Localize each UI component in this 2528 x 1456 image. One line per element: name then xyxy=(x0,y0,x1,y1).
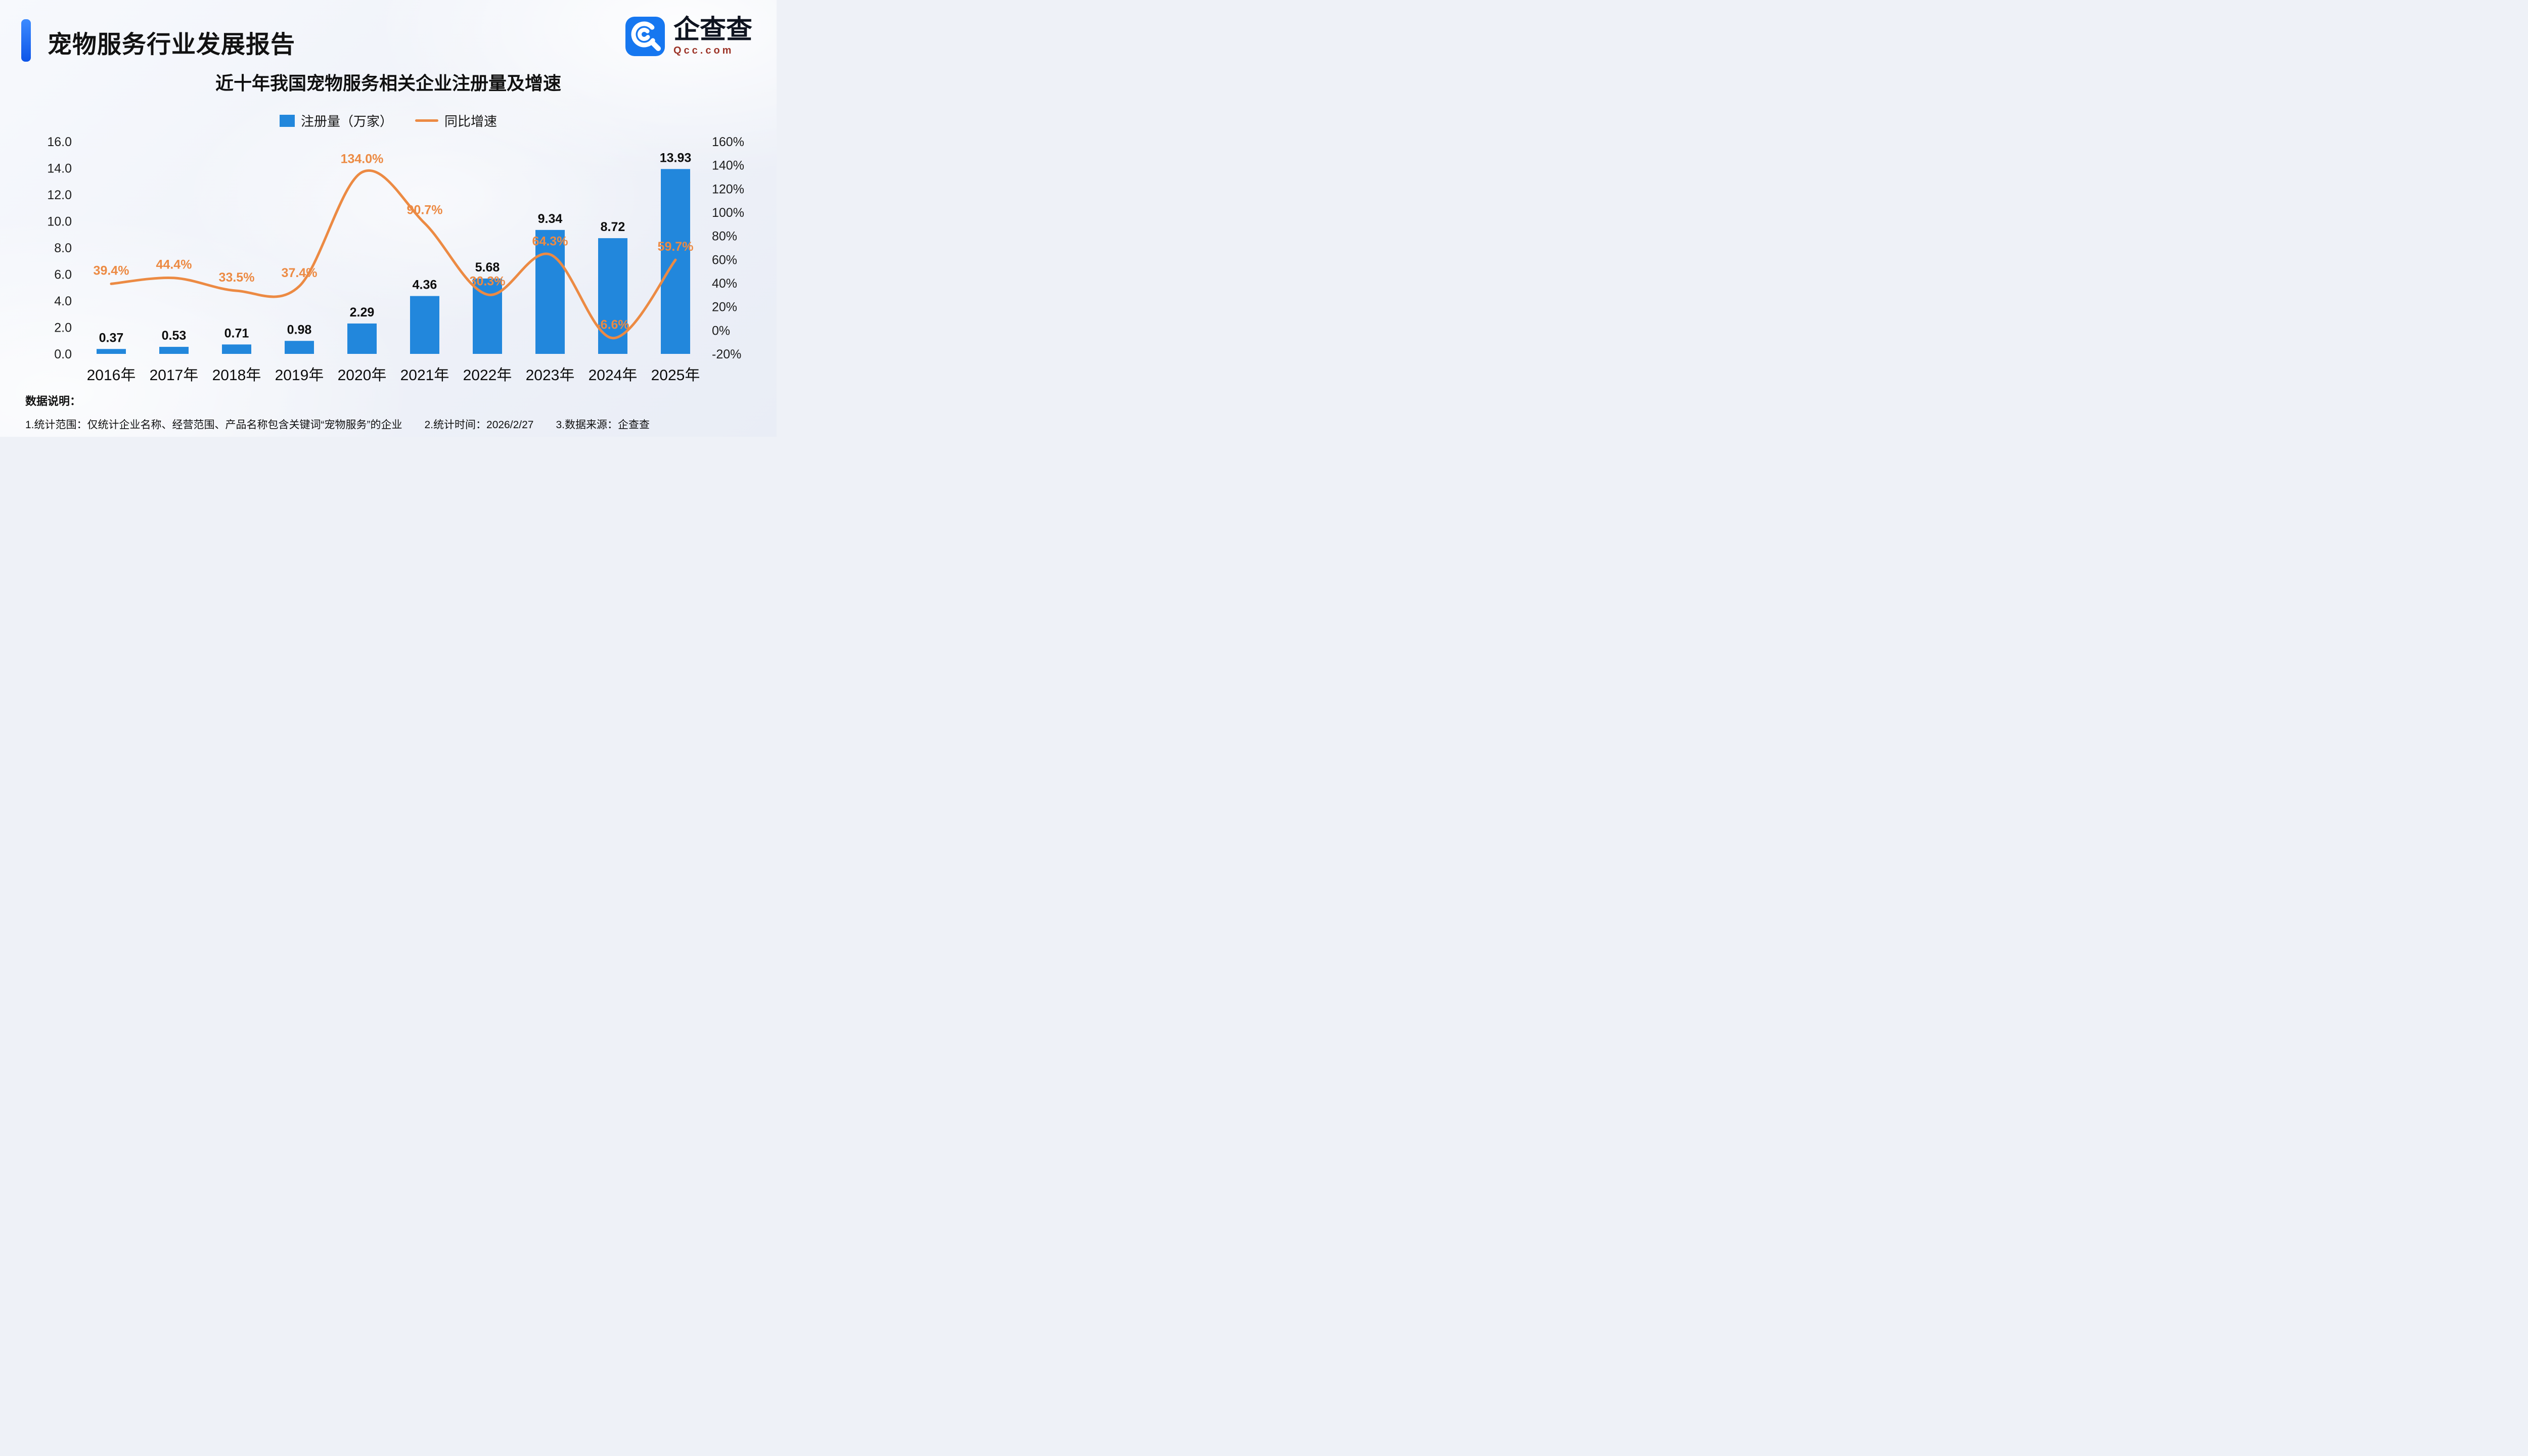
footnote-scope: 1.统计范围：仅统计企业名称、经营范围、产品名称包含关键词“宠物服务”的企业 xyxy=(25,419,402,431)
right-axis-tick: -20% xyxy=(712,347,741,361)
growth-value-label: 134.0% xyxy=(341,152,384,166)
x-axis-label: 2020年 xyxy=(338,367,387,384)
legend-label-registrations: 注册量（万家） xyxy=(300,114,393,129)
growth-value-label: 90.7% xyxy=(407,203,443,217)
x-axis-label: 2023年 xyxy=(526,367,575,384)
footnote-heading: 数据说明： xyxy=(25,395,81,407)
growth-line-path xyxy=(110,169,677,340)
qcc-logo-text: 企查查 Qcc.com xyxy=(673,16,752,57)
left-axis-tick: 0.0 xyxy=(54,347,72,361)
line-series-swatch xyxy=(415,119,438,122)
bar-value-label: 0.37 xyxy=(99,331,124,345)
left-axis-tick: 12.0 xyxy=(47,188,72,202)
qcc-domain: Qcc.com xyxy=(673,44,734,56)
registration-bar xyxy=(473,278,502,354)
bar-value-label: 2.29 xyxy=(350,305,375,320)
x-axis-label: 2021年 xyxy=(400,367,449,384)
registration-bar xyxy=(159,347,189,354)
growth-value-label: 39.4% xyxy=(94,263,129,278)
right-axis-tick: 80% xyxy=(712,230,737,244)
title-accent-bar xyxy=(21,19,31,62)
right-axis-tick: 160% xyxy=(712,135,744,149)
bar-value-label: 4.36 xyxy=(413,278,437,292)
registration-bar xyxy=(97,349,126,354)
bar-value-label: 13.93 xyxy=(660,151,692,165)
registration-bar xyxy=(410,296,439,354)
qcc-brand-name: 企查查 xyxy=(673,15,752,45)
legend-item-registrations: 注册量（万家） xyxy=(279,111,393,130)
legend-item-growth: 同比增速 xyxy=(415,111,497,130)
footnote-source: 3.数据来源：企查查 xyxy=(556,419,650,431)
chart-plot: 16.0 14.0 12.0 10.0 8.0 6.0 4.0 2.0 0.0 160% 140% 1… xyxy=(47,135,744,384)
report-footer: 数据说明： 1.统计范围：仅统计企业名称、经营范围、产品名称包含关键词“宠物服务… xyxy=(25,392,756,432)
registration-bar xyxy=(222,344,251,354)
right-axis-tick: 100% xyxy=(712,206,744,220)
legend-label-growth: 同比增速 xyxy=(444,114,498,129)
report-page: 16.0 14.0 12.0 10.0 8.0 6.0 4.0 2.0 0.0 160% 140% 1… xyxy=(0,0,777,437)
footnote-date: 2.统计时间：2026/2/27 xyxy=(424,419,534,431)
chart-legend: 注册量（万家） 同比增速 xyxy=(0,111,777,130)
bar-value-label: 0.98 xyxy=(287,323,312,337)
x-axis-label: 2022年 xyxy=(463,367,512,384)
right-axis-tick: 40% xyxy=(712,277,737,291)
growth-value-label: 64.3% xyxy=(532,234,568,248)
x-axis-label: 2025年 xyxy=(651,367,700,384)
qcc-logo: 企查查 Qcc.com xyxy=(625,16,752,57)
chart-title: 近十年我国宠物服务相关企业注册量及增速 xyxy=(215,73,561,94)
x-axis-label: 2017年 xyxy=(150,367,199,384)
right-axis-tick: 20% xyxy=(712,300,737,314)
registration-bar xyxy=(347,323,377,354)
left-axis-tick: 10.0 xyxy=(47,215,72,229)
bar-series-swatch xyxy=(279,114,295,127)
right-axis-tick: 60% xyxy=(712,253,737,267)
qcc-logo-icon xyxy=(625,17,665,56)
x-axis-label: 2018年 xyxy=(212,367,261,384)
growth-value-label: -6.6% xyxy=(596,318,629,332)
right-axis-tick: 0% xyxy=(712,324,730,338)
growth-value-label: 44.4% xyxy=(156,258,192,272)
bar-value-label: 0.71 xyxy=(224,326,249,340)
report-title: 宠物服务行业发展报告 xyxy=(48,31,296,58)
registration-bar xyxy=(598,238,627,354)
left-axis-tick: 2.0 xyxy=(54,321,72,335)
right-axis-tick: 140% xyxy=(712,159,744,173)
growth-value-label: 33.5% xyxy=(219,270,255,285)
footnote-list: 1.统计范围：仅统计企业名称、经营范围、产品名称包含关键词“宠物服务”的企业 2… xyxy=(25,417,756,432)
right-axis-tick: 120% xyxy=(712,182,744,196)
x-axis-label: 2019年 xyxy=(275,367,324,384)
report-header: 宠物服务行业发展报告 企查查 Qcc.com xyxy=(21,15,756,68)
x-axis-label: 2016年 xyxy=(87,367,136,384)
left-axis-tick: 4.0 xyxy=(54,294,72,308)
bar-value-label: 9.34 xyxy=(538,212,563,226)
bar-value-label: 8.72 xyxy=(601,220,625,234)
registration-bar xyxy=(285,341,314,354)
x-axis-label: 2024年 xyxy=(589,367,638,384)
left-axis-tick: 6.0 xyxy=(54,268,72,282)
bar-value-label: 5.68 xyxy=(475,260,500,275)
left-axis-tick: 14.0 xyxy=(47,162,72,176)
growth-value-label: 37.4% xyxy=(282,266,318,280)
registration-bar xyxy=(535,230,565,354)
left-axis-tick: 16.0 xyxy=(47,135,72,149)
bar-value-label: 0.53 xyxy=(162,329,187,343)
growth-value-label: 59.7% xyxy=(658,240,694,254)
growth-value-label: 30.3% xyxy=(470,275,506,289)
left-axis-tick: 8.0 xyxy=(54,241,72,255)
